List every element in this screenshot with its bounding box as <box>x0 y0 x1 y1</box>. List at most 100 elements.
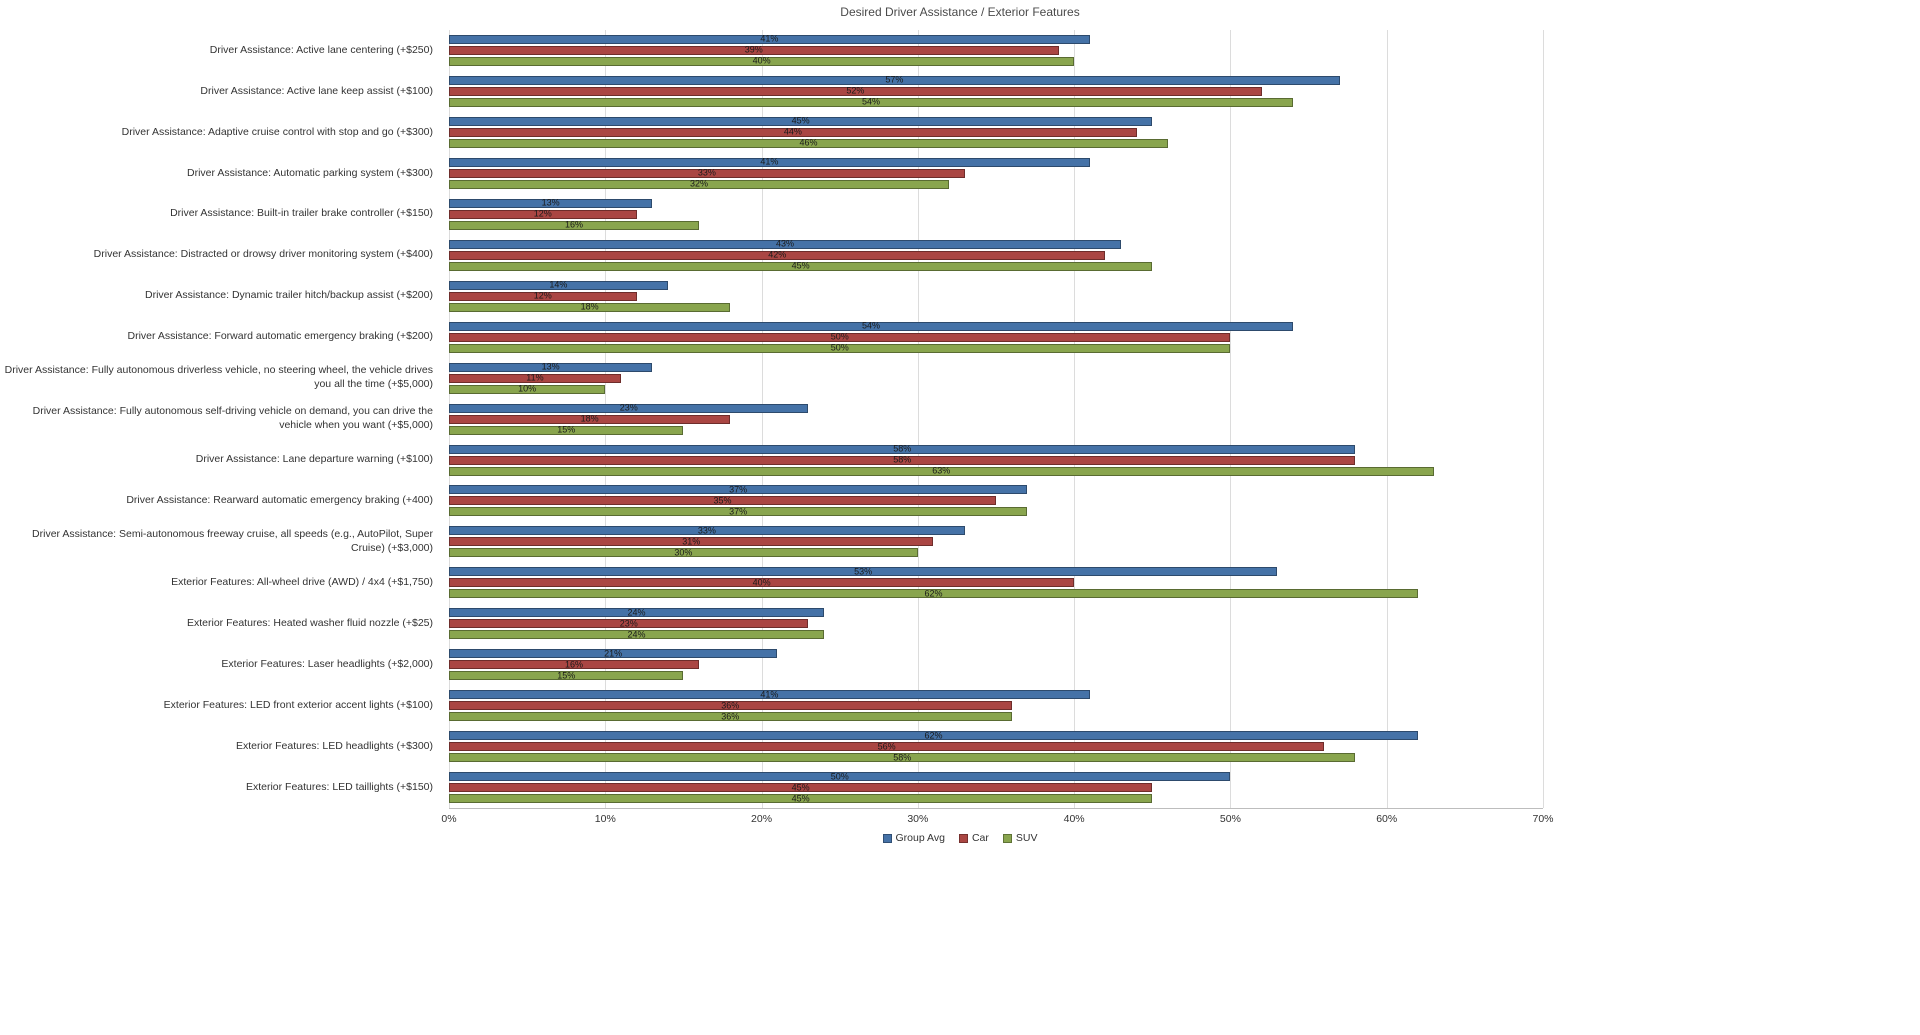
category-label: Driver Assistance: Adaptive cruise contr… <box>121 125 433 138</box>
bar-value-label: 21% <box>604 648 623 659</box>
bar-value-label: 41% <box>760 33 779 44</box>
bar-group: 57% 52% 54% <box>449 71 1543 112</box>
bar-value-label: 45% <box>791 115 810 126</box>
bar-group: 37% 35% 37% <box>449 480 1543 521</box>
bar-value-label: 37% <box>729 506 748 517</box>
bar-suv: 40% <box>449 56 1075 66</box>
category-label: Driver Assistance: Dynamic trailer hitch… <box>145 289 433 302</box>
bar-car: 50% <box>449 331 1231 342</box>
bar-value-label: 35% <box>713 495 732 506</box>
bar-suv: 54% <box>449 97 1293 107</box>
bar-value-label: 32% <box>690 178 709 189</box>
bar-group-avg: 41% <box>449 689 1090 700</box>
bar-group-avg: 62% <box>449 730 1418 741</box>
bar-value-label: 41% <box>760 689 779 700</box>
bar-group: 13% 11% 10% <box>449 358 1543 399</box>
bar-value-label: 18% <box>580 413 599 424</box>
bar-group-avg: 13% <box>449 198 653 208</box>
bar-value-label: 41% <box>760 156 779 167</box>
x-axis-tick-label: 20% <box>751 813 773 825</box>
gridline <box>761 30 763 808</box>
bar-value-label: 16% <box>565 219 584 230</box>
bar-value-label: 54% <box>861 320 880 331</box>
bar-car: 33% <box>449 167 965 178</box>
bar-car: 52% <box>449 86 1262 96</box>
bar-value-label: 33% <box>697 167 716 178</box>
category-label: Driver Assistance: Active lane keep assi… <box>200 84 433 97</box>
bar-value-label: 42% <box>768 249 787 260</box>
bar-group: 23% 18% 15% <box>449 399 1543 440</box>
plot-area: 41% 39% 40% 57% 52% 54% 45% 44% 46% 41% 33% 32% 13% 1… <box>449 30 1544 809</box>
category-label: Exterior Features: All-wheel drive (AWD)… <box>171 576 433 589</box>
bar-group: 14% 12% 18% <box>449 276 1543 317</box>
bar-suv: 15% <box>449 671 684 681</box>
bar-car: 36% <box>449 700 1012 711</box>
x-axis: 0% 10% 20% 30% 40% 50% 60% 70% <box>441 813 1553 827</box>
gridline <box>1074 30 1076 808</box>
category-label: Driver Assistance: Forward automatic eme… <box>127 330 433 343</box>
bar-group: 13% 12% 16% <box>449 194 1543 235</box>
bar-group: 53% 40% 62% <box>449 562 1543 603</box>
bar-value-label: 40% <box>752 577 771 588</box>
bar-suv: 24% <box>449 630 825 640</box>
legend-label: Group Avg <box>895 832 945 844</box>
bar-car: 58% <box>449 455 1356 465</box>
bar-group: 43% 42% 45% <box>449 235 1543 276</box>
x-axis-tick-label: 10% <box>594 813 616 825</box>
bar-group-avg: 41% <box>449 156 1090 167</box>
legend-marker-icon <box>882 833 892 843</box>
bar-suv: 30% <box>449 548 918 558</box>
bar-group: 21% 16% 15% <box>449 644 1543 685</box>
legend-item-suv[interactable]: SUV <box>1002 832 1037 844</box>
bar-suv: 16% <box>449 219 700 230</box>
bar-value-label: 13% <box>541 361 560 372</box>
bar-value-label: 57% <box>885 74 904 85</box>
gridline <box>1543 30 1544 808</box>
category-label: Driver Assistance: Semi-autonomous freew… <box>32 528 433 554</box>
bar-group-avg: 53% <box>449 567 1278 577</box>
category-label: Exterior Features: Laser headlights (+$2… <box>221 657 433 670</box>
legend-item-car[interactable]: Car <box>958 832 989 844</box>
bar-suv: 36% <box>449 712 1012 722</box>
bar-value-label: 37% <box>729 484 748 495</box>
bar-value-label: 50% <box>830 331 849 342</box>
bar-value-label: 12% <box>533 208 552 219</box>
bar-car: 42% <box>449 249 1106 260</box>
bar-group: 41% 39% 40% <box>449 30 1543 71</box>
legend-item-group-avg[interactable]: Group Avg <box>882 832 945 844</box>
bar-suv: 18% <box>449 302 731 312</box>
bar-value-label: 56% <box>877 741 896 752</box>
bar-value-label: 23% <box>619 402 638 413</box>
bar-value-label: 45% <box>791 260 810 271</box>
bar-car: 11% <box>449 373 621 383</box>
legend-label: Car <box>971 832 989 844</box>
bar-value-label: 39% <box>744 44 763 55</box>
bar-value-label: 50% <box>830 342 849 353</box>
bar-value-label: 36% <box>721 700 740 711</box>
bar-value-label: 33% <box>697 525 716 536</box>
category-label: Driver Assistance: Lane departure warnin… <box>195 453 433 466</box>
x-axis-tick-label: 50% <box>1219 813 1241 825</box>
bar-value-label: 23% <box>619 618 638 629</box>
category-label: Exterior Features: LED taillights (+$150… <box>245 780 433 793</box>
bar-car: 12% <box>449 291 637 301</box>
category-label: Driver Assistance: Active lane centering… <box>209 43 433 56</box>
bar-value-label: 63% <box>932 465 951 476</box>
bar-value-label: 62% <box>924 730 943 741</box>
bar-suv: 58% <box>449 753 1356 763</box>
bar-group-avg: 21% <box>449 648 778 659</box>
bar-value-label: 58% <box>893 443 912 454</box>
bar-value-label: 31% <box>682 536 701 547</box>
bar-car: 31% <box>449 536 934 547</box>
bar-car: 44% <box>449 127 1137 137</box>
bar-car: 35% <box>449 495 996 506</box>
category-axis: Driver Assistance: Active lane centering… <box>0 30 441 808</box>
bar-suv: 45% <box>449 260 1153 271</box>
x-axis-tick-label: 60% <box>1376 813 1398 825</box>
category-label: Exterior Features: LED headlights (+$300… <box>236 739 433 752</box>
bar-value-label: 45% <box>791 793 810 804</box>
bar-value-label: 24% <box>627 607 646 618</box>
bar-group: 58% 58% 63% <box>449 440 1543 481</box>
x-axis-tick-label: 40% <box>1063 813 1085 825</box>
